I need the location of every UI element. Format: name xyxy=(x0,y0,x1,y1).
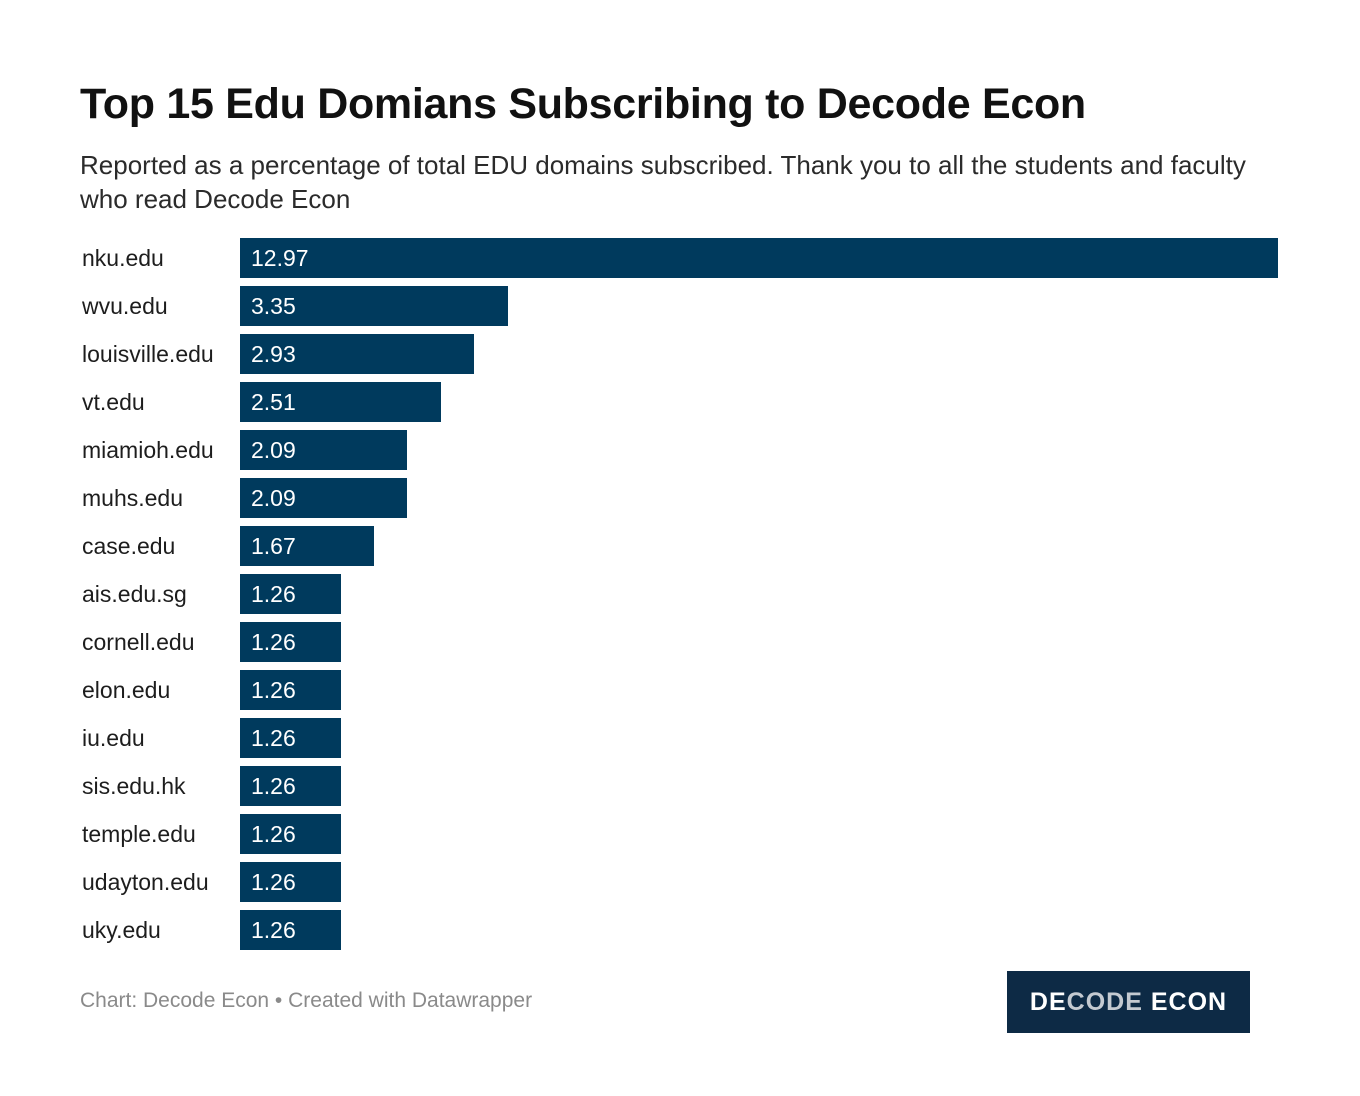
value-label: 2.93 xyxy=(251,341,296,367)
value-label: 1.26 xyxy=(251,725,296,751)
value-label: 1.26 xyxy=(251,773,296,799)
bar xyxy=(240,478,407,518)
value-label: 1.26 xyxy=(251,869,296,895)
bar xyxy=(240,574,341,614)
bar xyxy=(240,766,341,806)
bar xyxy=(240,382,441,422)
logo-text-part3: ECON xyxy=(1142,987,1228,1016)
value-label: 2.09 xyxy=(251,437,296,463)
category-label: elon.edu xyxy=(82,677,171,703)
category-label: temple.edu xyxy=(82,821,196,847)
bar-row: ais.edu.sg 1.26 xyxy=(80,574,1280,614)
bar xyxy=(240,286,508,326)
bar xyxy=(240,814,341,854)
bar-row: vt.edu 2.51 xyxy=(80,382,1280,422)
bar-row: muhs.edu 2.09 xyxy=(80,478,1280,518)
category-label: udayton.edu xyxy=(82,869,209,895)
bar xyxy=(240,718,341,758)
bar-row: nku.edu 12.97 xyxy=(80,238,1280,278)
category-label: louisville.edu xyxy=(82,341,214,367)
category-label: uky.edu xyxy=(82,917,161,943)
logo-text-part2: CODE xyxy=(1066,987,1143,1016)
category-label: ais.edu.sg xyxy=(82,581,187,607)
bar xyxy=(240,862,341,902)
category-label: nku.edu xyxy=(82,245,164,271)
value-label: 2.09 xyxy=(251,485,296,511)
value-label: 1.26 xyxy=(251,581,296,607)
decode-econ-logo: DE CODE ECON xyxy=(1007,971,1250,1033)
bar xyxy=(240,526,374,566)
bar xyxy=(240,622,341,662)
bar xyxy=(240,238,1278,278)
value-label: 1.26 xyxy=(251,677,296,703)
bar-row: cornell.edu 1.26 xyxy=(80,622,1280,662)
bar xyxy=(240,670,341,710)
category-label: miamioh.edu xyxy=(82,437,214,463)
bar-row: uky.edu 1.26 xyxy=(80,910,1280,950)
category-label: cornell.edu xyxy=(82,629,195,655)
bar-row: elon.edu 1.26 xyxy=(80,670,1280,710)
value-label: 2.51 xyxy=(251,389,296,415)
bar-chart: nku.edu 12.97 wvu.edu 3.35 louisville.edu 2.9… xyxy=(80,238,1280,954)
bar xyxy=(240,910,341,950)
category-label: vt.edu xyxy=(82,389,145,415)
category-label: muhs.edu xyxy=(82,485,184,511)
category-label: sis.edu.hk xyxy=(82,773,186,799)
value-label: 1.26 xyxy=(251,917,296,943)
value-label: 3.35 xyxy=(251,293,296,319)
category-label: wvu.edu xyxy=(82,293,168,319)
bar-row: wvu.edu 3.35 xyxy=(80,286,1280,326)
chart-footer: Chart: Decode Econ • Created with Datawr… xyxy=(80,989,533,1012)
value-label: 1.67 xyxy=(251,533,296,559)
bar-row: case.edu 1.67 xyxy=(80,526,1280,566)
logo-text-part1: DE xyxy=(1029,987,1067,1016)
bar xyxy=(240,334,474,374)
bar xyxy=(240,430,407,470)
bar-row: sis.edu.hk 1.26 xyxy=(80,766,1280,806)
category-label: iu.edu xyxy=(82,725,145,751)
value-label: 1.26 xyxy=(251,821,296,847)
value-label: 1.26 xyxy=(251,629,296,655)
bar-row: louisville.edu 2.93 xyxy=(80,334,1280,374)
chart-title: Top 15 Edu Domians Subscribing to Decode… xyxy=(80,80,1086,128)
bar-row: udayton.edu 1.26 xyxy=(80,862,1280,902)
bar-row: iu.edu 1.26 xyxy=(80,718,1280,758)
bar-row: miamioh.edu 2.09 xyxy=(80,430,1280,470)
category-label: case.edu xyxy=(82,533,176,559)
bar-row: temple.edu 1.26 xyxy=(80,814,1280,854)
chart-subtitle: Reported as a percentage of total EDU do… xyxy=(80,150,1246,214)
value-label: 12.97 xyxy=(251,245,309,271)
